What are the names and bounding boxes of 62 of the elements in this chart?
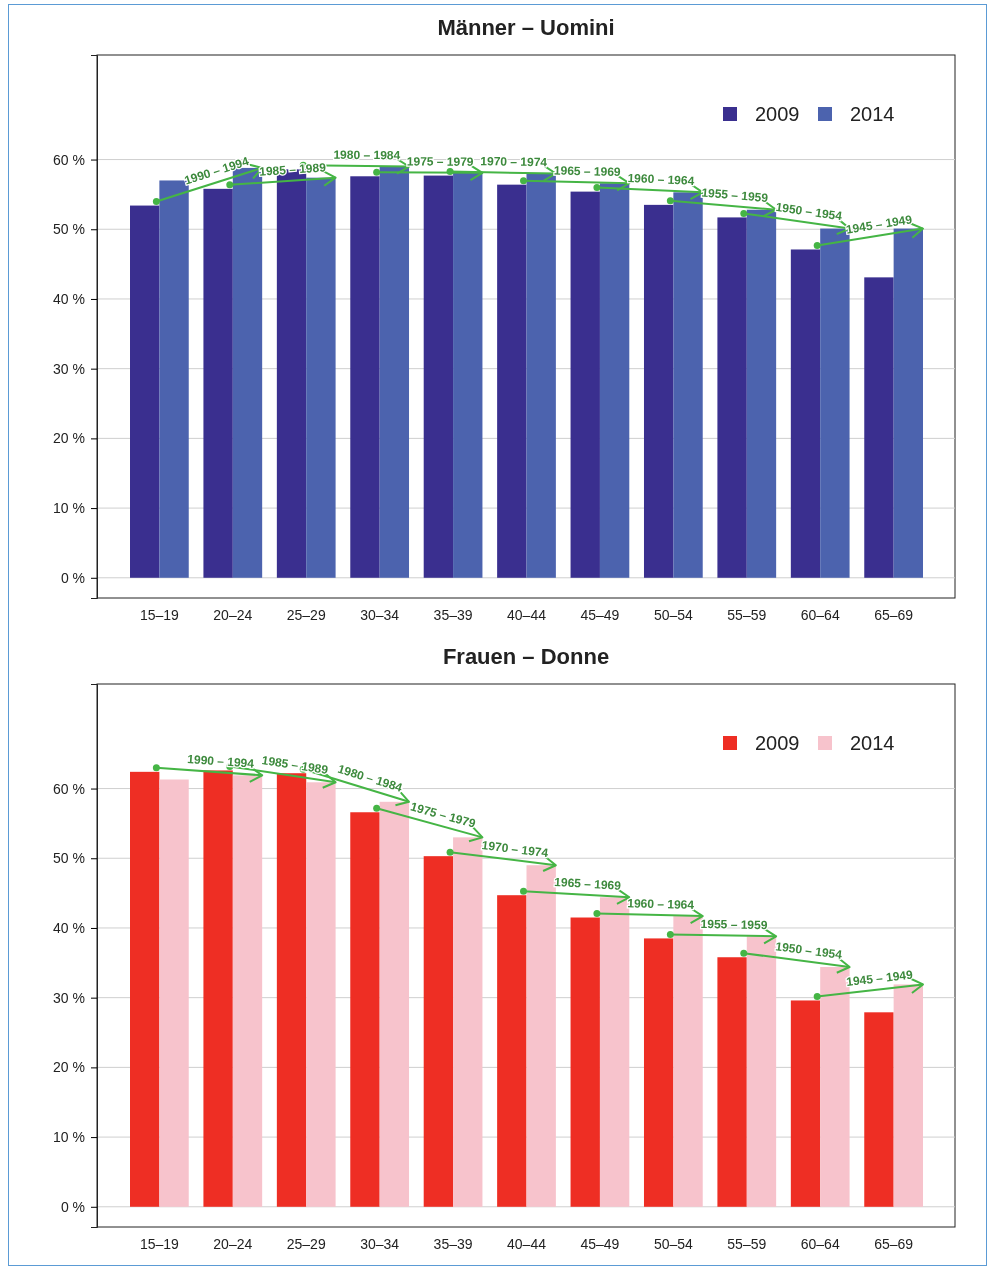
- y-tick-label: 60 %: [53, 151, 85, 168]
- y-tick-label: 40 %: [53, 919, 85, 936]
- annotation: 1990 – 1994: [182, 154, 251, 188]
- x-tick-label: 50–54: [653, 1235, 694, 1252]
- annotation: 1965 – 1969: [553, 874, 622, 893]
- x-tick-label: 20–24: [213, 1235, 253, 1252]
- y-tick-label: 50 %: [53, 221, 85, 238]
- x-tick-label: 45–49: [580, 1235, 620, 1252]
- annotation: 1970 – 1974: [480, 154, 548, 170]
- legend-label: 2014: [850, 732, 895, 754]
- y-tick-label: 30 %: [53, 989, 85, 1006]
- annotation: 1975 – 1979: [409, 799, 478, 831]
- legend-label: 2009: [755, 103, 800, 125]
- y-tick-label: 10 %: [53, 500, 85, 517]
- x-tick-label: 35–39: [433, 606, 473, 623]
- x-tick-label: 45–49: [580, 606, 620, 623]
- legend-label: 2009: [755, 732, 800, 754]
- y-tick-label: 40 %: [53, 290, 85, 307]
- x-tick-label: 65–69: [874, 606, 914, 623]
- x-tick-label: 60–64: [800, 606, 840, 623]
- annotation: 1960 – 1964: [627, 170, 695, 188]
- x-tick-label: 40–44: [507, 1235, 547, 1252]
- x-tick-label: 30–34: [360, 606, 400, 623]
- y-tick-label: 50 %: [53, 850, 85, 867]
- annotation: 1970 – 1974: [480, 838, 550, 861]
- x-tick-label: 55–59: [727, 606, 767, 623]
- annotation: 1980 – 1984: [335, 761, 405, 795]
- annotation: 1955 – 1959: [700, 185, 769, 206]
- chart-title: Frauen – Donne: [442, 644, 610, 669]
- x-tick-label: 25–29: [286, 1235, 326, 1252]
- annotation: 1945 – 1949: [844, 212, 914, 237]
- annotation: 1980 – 1984: [333, 147, 401, 163]
- y-tick-label: 0 %: [60, 1198, 85, 1215]
- y-tick-label: 20 %: [53, 430, 85, 447]
- x-tick-label: 55–59: [727, 1235, 767, 1252]
- x-tick-label: 50–54: [653, 606, 694, 623]
- x-tick-label: 20–24: [213, 606, 253, 623]
- annotation: 1965 – 1969: [553, 163, 622, 180]
- legend-label: 2014: [850, 103, 895, 125]
- annotation: 1985 – 1989: [258, 160, 327, 179]
- x-tick-label: 60–64: [800, 1235, 840, 1252]
- annotation: 1950 – 1954: [774, 939, 843, 962]
- annotation: 1955 – 1959: [700, 916, 768, 933]
- x-tick-label: 30–34: [360, 1235, 400, 1252]
- x-tick-label: 35–39: [433, 1235, 473, 1252]
- annotation: 1945 – 1949: [845, 967, 914, 990]
- annotation: 1975 – 1979: [406, 154, 474, 169]
- x-tick-label: 40–44: [507, 606, 547, 623]
- y-tick-label: 60 %: [53, 780, 85, 797]
- x-tick-label: 65–69: [874, 1235, 914, 1252]
- annotation: 1960 – 1964: [627, 896, 695, 912]
- y-tick-label: 20 %: [53, 1059, 85, 1076]
- chart-title: Männer – Uomini: [437, 15, 615, 40]
- annotation: 1990 – 1994: [186, 752, 255, 771]
- x-tick-label: 25–29: [286, 606, 326, 623]
- y-tick-label: 10 %: [53, 1129, 85, 1146]
- annotation: 1985 – 1989: [260, 753, 330, 777]
- y-tick-label: 30 %: [53, 360, 85, 377]
- x-tick-label: 15–19: [139, 606, 180, 623]
- x-tick-label: 15–19: [139, 1235, 180, 1252]
- y-tick-label: 0 %: [60, 569, 85, 586]
- annotation: 1950 – 1954: [774, 199, 844, 224]
